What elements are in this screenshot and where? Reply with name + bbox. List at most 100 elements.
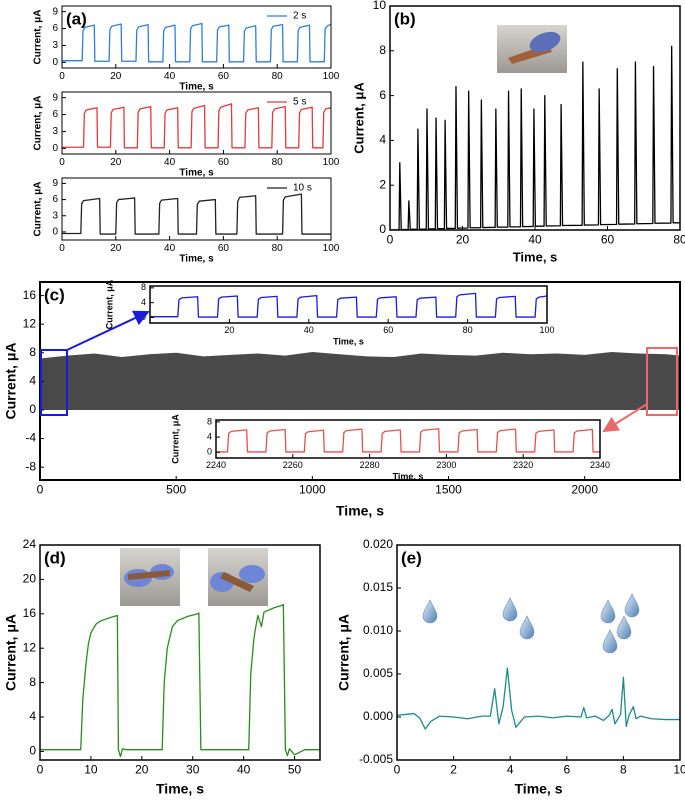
y-tick-label: 0 <box>52 227 58 238</box>
x-tick-label: 80 <box>272 243 284 254</box>
y-axis-title: Current, μA <box>104 279 114 329</box>
y-tick-label: -8 <box>25 459 36 473</box>
plot-frame <box>61 177 332 241</box>
y-tick-label: 20 <box>23 572 37 586</box>
y-tick-label: 3 <box>52 210 58 221</box>
y-tick-label: 4 <box>141 297 146 307</box>
droplets <box>422 593 640 654</box>
line <box>62 22 331 63</box>
y-tick-label: 0 <box>207 447 212 457</box>
x-axis-title: Time, s <box>393 471 424 481</box>
y-tick-label: -4 <box>25 431 36 445</box>
x-tick-label: 40 <box>528 232 542 246</box>
x-tick-label: 20 <box>110 71 122 82</box>
x-tick-label: 8 <box>620 762 627 776</box>
plot-frame <box>61 5 332 69</box>
x-tick-label: 0 <box>59 157 65 168</box>
panel-label: (b) <box>394 9 416 28</box>
y-tick-label: 9 <box>52 6 58 17</box>
plot-frame <box>215 419 601 459</box>
y-tick-label: 9 <box>52 92 58 103</box>
legend-label: 10 s <box>293 183 312 194</box>
y-axis-title: Current, μA <box>3 342 19 419</box>
y-tick-label: 4 <box>29 709 36 723</box>
y-axis-title: Current, μA <box>351 82 366 154</box>
y-tick-label: 6 <box>52 194 58 205</box>
x-tick-label: 60 <box>218 243 230 254</box>
y-tick-label: 8 <box>29 675 36 689</box>
x-tick-label: 2000 <box>571 482 598 496</box>
x-tick-label: 2260 <box>283 460 303 470</box>
line <box>62 103 331 149</box>
x-tick-label: 60 <box>218 71 230 82</box>
area <box>40 352 680 410</box>
plot-frame <box>39 544 321 761</box>
plot-frame <box>149 285 548 324</box>
y-tick-label: 24 <box>23 537 37 551</box>
x-tick-label: 60 <box>218 157 230 168</box>
photos-d <box>120 548 268 606</box>
y-tick-label: -0.005 <box>359 752 393 766</box>
x-tick-label: 2240 <box>206 460 226 470</box>
y-tick-label: 4 <box>207 431 212 441</box>
y-tick-label: 4 <box>29 374 36 388</box>
zoom-markers <box>40 310 678 433</box>
y-tick-label: 6 <box>52 109 58 120</box>
x-tick-label: 0 <box>394 762 401 776</box>
plot-frame <box>396 544 681 761</box>
y-tick-label: 4 <box>379 133 386 147</box>
x-axis-title: Time, s <box>515 781 563 797</box>
line <box>397 667 680 730</box>
y-tick-label: 0.020 <box>363 537 393 551</box>
x-tick-label: 500 <box>166 482 186 496</box>
x-tick-label: 20 <box>456 232 470 246</box>
x-axis-title: Time, s <box>179 168 214 179</box>
line <box>150 292 547 318</box>
y-tick-label: 0 <box>29 402 36 416</box>
x-tick-label: 2340 <box>590 460 610 470</box>
panel-label: (a) <box>66 9 87 28</box>
y-axis-title: Current, μA <box>336 614 352 691</box>
y-axis-title: Current, μA <box>33 95 44 150</box>
y-tick-label: 16 <box>23 606 37 620</box>
y-tick-label: 6 <box>52 23 58 34</box>
y-tick-label: 12 <box>23 316 37 330</box>
x-tick-label: 100 <box>323 243 340 254</box>
y-tick-label: 16 <box>23 288 37 302</box>
x-tick-label: 50 <box>288 762 302 776</box>
x-axis-title: Time, s <box>336 503 384 519</box>
y-tick-label: 0.010 <box>363 623 393 637</box>
line <box>216 428 600 453</box>
x-axis-title: Time, s <box>333 336 364 346</box>
y-tick-label: 0 <box>52 143 58 154</box>
y-axis-title: Current, μA <box>170 414 180 464</box>
x-tick-label: 0 <box>387 232 394 246</box>
x-tick-label: 60 <box>383 325 393 335</box>
y-tick-label: 0 <box>379 222 386 236</box>
x-tick-label: 1000 <box>299 482 326 496</box>
chart-panel: 0 10 20 30 40 50 0 4 8 12 16 20 24 Time, s Current, μA… <box>3 537 321 797</box>
x-tick-label: 80 <box>272 157 284 168</box>
y-tick-label: 6 <box>379 88 386 102</box>
x-tick-label: 30 <box>186 762 200 776</box>
x-tick-label: 2300 <box>436 460 456 470</box>
x-tick-label: 0 <box>59 71 65 82</box>
panel-label: (d) <box>44 548 66 567</box>
panel-label: (c) <box>44 285 65 304</box>
x-tick-label: 0 <box>37 762 44 776</box>
y-tick-label: 8 <box>29 345 36 359</box>
y-tick-label: 8 <box>379 43 386 57</box>
x-tick-label: 40 <box>164 71 176 82</box>
x-tick-label: 20 <box>110 243 122 254</box>
x-tick-label: 6 <box>563 762 570 776</box>
chart-panel: 2 s 0 20 40 60 80 100 0 3 6 9 Time, s Current, μA (a) <box>33 5 340 93</box>
y-tick-label: 0.000 <box>363 709 393 723</box>
chart-panel: 10 s 0 20 40 60 80 100 0 3 6 9 Time, s Current, μA <box>33 177 340 265</box>
y-tick-label: 2 <box>379 177 386 191</box>
x-tick-label: 40 <box>164 243 176 254</box>
x-tick-label: 0 <box>37 482 44 496</box>
y-tick-label: 12 <box>23 640 37 654</box>
x-tick-label: 80 <box>463 325 473 335</box>
